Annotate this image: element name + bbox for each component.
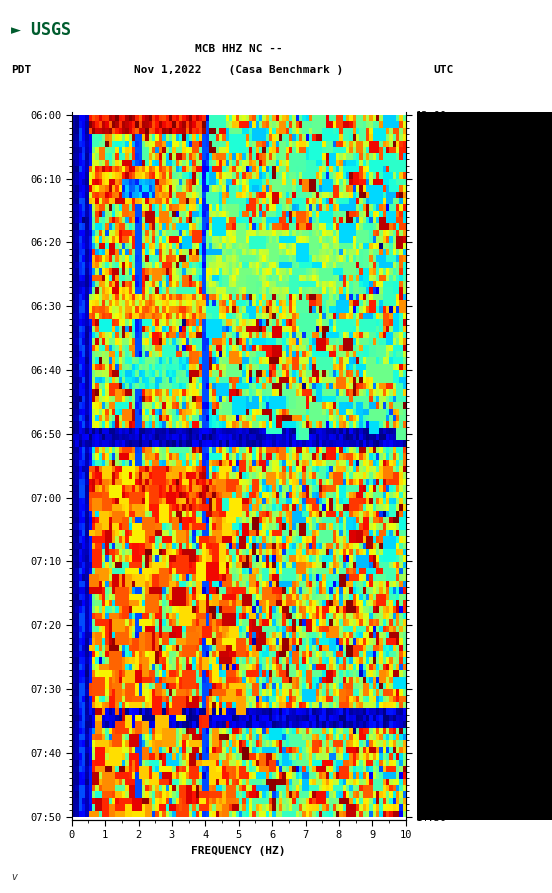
Text: PDT: PDT [11,64,31,75]
Text: UTC: UTC [433,64,454,75]
Text: ► USGS: ► USGS [11,21,71,38]
Text: Nov 1,2022    (Casa Benchmark ): Nov 1,2022 (Casa Benchmark ) [134,64,343,75]
Text: $\it{v}$: $\it{v}$ [11,872,19,882]
Text: MCB HHZ NC --: MCB HHZ NC -- [195,44,283,54]
X-axis label: FREQUENCY (HZ): FREQUENCY (HZ) [192,846,286,855]
